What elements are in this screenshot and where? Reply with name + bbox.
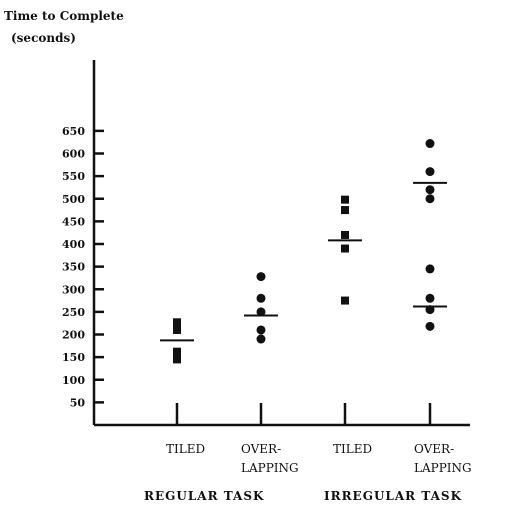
y-tick-label: 300 [62,283,85,296]
y-axis-title-line1: Time to Complete [4,9,124,23]
data-point-circle [425,321,435,331]
data-point-square [173,318,181,327]
y-axis-title-line2: (seconds) [11,31,76,45]
x-ticks [175,403,432,425]
data-point-square [341,206,349,215]
data-point-square [341,230,349,239]
data-point-circle [425,139,435,149]
data-point-circle [425,167,435,177]
group-label-irregular: IRREGULAR TASK [324,489,462,503]
y-tick-label: 600 [62,148,85,161]
y-ticks: 50 100 150 200 250 300 350 400 450 500 550 600 650 [62,125,104,409]
data-point-circle [256,325,266,335]
data-point-circle [256,307,266,317]
group-label-regular: REGULAR TASK [144,489,264,503]
category-label-line1: TILED [333,442,372,456]
category-label-line1: OVER- [414,442,454,456]
data-point-square [173,325,181,334]
y-tick-label: 500 [62,193,85,206]
category-label-line2: LAPPING [241,461,299,475]
category-label-line1: OVER- [241,442,281,456]
data-point-square [173,355,181,364]
category-labels: TILED OVER- LAPPING TILED OVER- LAPPING [166,442,472,475]
y-tick-label: 400 [62,238,85,251]
y-tick-label: 450 [62,215,85,228]
data-point-circle [425,293,435,303]
data-point-square [341,244,349,253]
mean-lines [160,181,447,342]
y-tick-label: 550 [62,170,85,183]
y-tick-label: 350 [62,261,85,274]
category-label-line1: TILED [166,442,205,456]
data-point-circle [256,334,266,344]
y-tick-label: 100 [62,374,85,387]
data-point-square [341,296,349,305]
data-point-circle [256,293,266,303]
y-tick-label: 50 [70,396,86,409]
data-point-circle [425,194,435,204]
y-tick-label: 150 [62,351,85,364]
data-point-square [341,195,349,204]
y-tick-label: 650 [62,125,85,138]
data-point-square [173,347,181,356]
category-label-line2: LAPPING [414,461,472,475]
y-tick-label: 200 [62,329,85,342]
data-point-circle [425,264,435,274]
data-point-circle [256,272,266,282]
y-tick-label: 250 [62,306,85,319]
data-point-circle [425,185,435,195]
data-marks [173,139,435,364]
